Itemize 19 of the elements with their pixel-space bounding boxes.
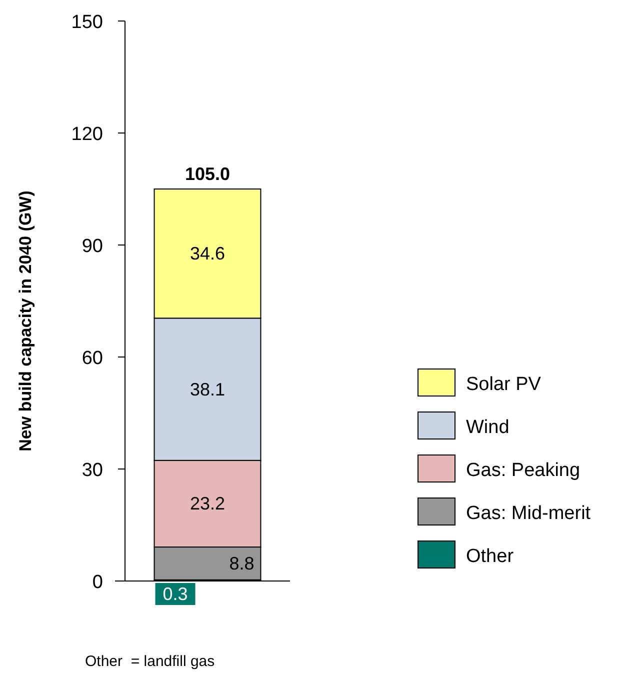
y-tick-label: 90 xyxy=(82,236,103,257)
y-axis-title: New build capacity in 2040 (GW) xyxy=(16,190,35,452)
data-label: 0.3 xyxy=(162,584,188,604)
y-tick-label: 120 xyxy=(71,124,103,145)
legend-label: Other xyxy=(466,546,514,567)
y-tick-label: 60 xyxy=(82,348,103,369)
y-tick-label: 30 xyxy=(82,460,103,481)
total-label: 105.0 xyxy=(184,164,230,184)
y-tick-label: 150 xyxy=(71,12,103,33)
data-label: 8.8 xyxy=(229,553,254,574)
y-tick-label: 0 xyxy=(92,572,103,593)
legend-label: Gas: Mid-merit xyxy=(466,503,592,524)
text: Other = landfill gas xyxy=(85,653,215,670)
data-label: 38.1 xyxy=(190,379,226,400)
data-label: 34.6 xyxy=(190,244,226,264)
legend-label: Wind xyxy=(466,417,510,438)
legend-label: Solar PV xyxy=(466,374,542,395)
legend-label: Gas: Peaking xyxy=(466,460,580,481)
data-label: 23.2 xyxy=(190,494,226,514)
